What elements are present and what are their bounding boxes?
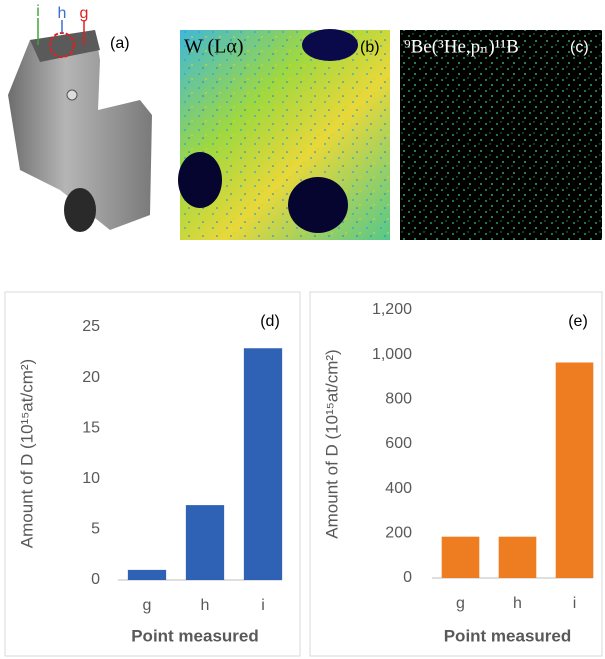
void xyxy=(178,152,222,208)
y-tick-label: 0 xyxy=(403,569,412,586)
panel-label: (c) xyxy=(570,39,589,56)
y-tick-label: 20 xyxy=(82,369,100,386)
x-axis-label: Point measured xyxy=(444,626,572,645)
bar xyxy=(244,348,282,580)
y-tick-label: 200 xyxy=(385,525,412,542)
bar xyxy=(442,537,480,578)
panel-label: (a) xyxy=(110,35,130,52)
void xyxy=(302,29,358,61)
bar xyxy=(556,362,594,578)
y-tick-label: 10 xyxy=(82,470,100,487)
y-tick-label: 15 xyxy=(82,419,100,436)
bar xyxy=(186,505,224,580)
y-tick-label: 1,200 xyxy=(372,301,412,318)
y-tick-label: 400 xyxy=(385,480,412,497)
panel-label: (b) xyxy=(360,39,380,56)
map-texture xyxy=(180,30,390,240)
bar xyxy=(128,570,166,580)
be-map: ⁹Be(³He,pₙ)¹¹B (c) xyxy=(400,30,602,240)
marker-label: i xyxy=(36,3,40,20)
x-tick-label: g xyxy=(456,595,465,612)
y-tick-label: 5 xyxy=(91,521,100,538)
x-tick-label: g xyxy=(143,597,152,614)
map-title: W (Lα) xyxy=(184,36,244,58)
w-map: W (Lα) (b) xyxy=(178,29,390,240)
y-tick-label: 25 xyxy=(82,318,100,335)
x-tick-label: i xyxy=(573,595,577,612)
panel-label: (d) xyxy=(260,313,280,330)
marker-label: h xyxy=(58,5,67,22)
y-tick-label: 600 xyxy=(385,435,412,452)
map-title: ⁹Be(³He,pₙ)¹¹B xyxy=(404,36,519,57)
map-texture xyxy=(400,30,602,240)
x-tick-label: h xyxy=(201,597,210,614)
x-axis-label: Point measured xyxy=(131,626,259,645)
screw xyxy=(67,90,77,100)
y-tick-label: 1,000 xyxy=(372,346,412,363)
page: {"images": [ {"label": "(a)", "markers":… xyxy=(0,0,605,659)
x-tick-label: i xyxy=(261,597,265,614)
y-tick-label: 800 xyxy=(385,391,412,408)
x-tick-label: h xyxy=(513,595,522,612)
marker-label: g xyxy=(80,5,89,22)
y-axis-label: Amount of D (10¹⁵at/cm²) xyxy=(322,349,341,538)
figure: i h g (a) W (Lα) (b) ⁹Be(³He,pₙ)¹¹B (c) … xyxy=(0,0,605,659)
y-tick-label: 0 xyxy=(91,571,100,588)
photo-panel: i h g (a) xyxy=(8,3,152,232)
void xyxy=(288,177,348,233)
bar xyxy=(499,537,537,578)
holder-hole xyxy=(64,188,96,232)
y-axis-label: Amount of D (10¹⁵at/cm²) xyxy=(17,359,36,548)
panel-label: (e) xyxy=(568,313,588,330)
